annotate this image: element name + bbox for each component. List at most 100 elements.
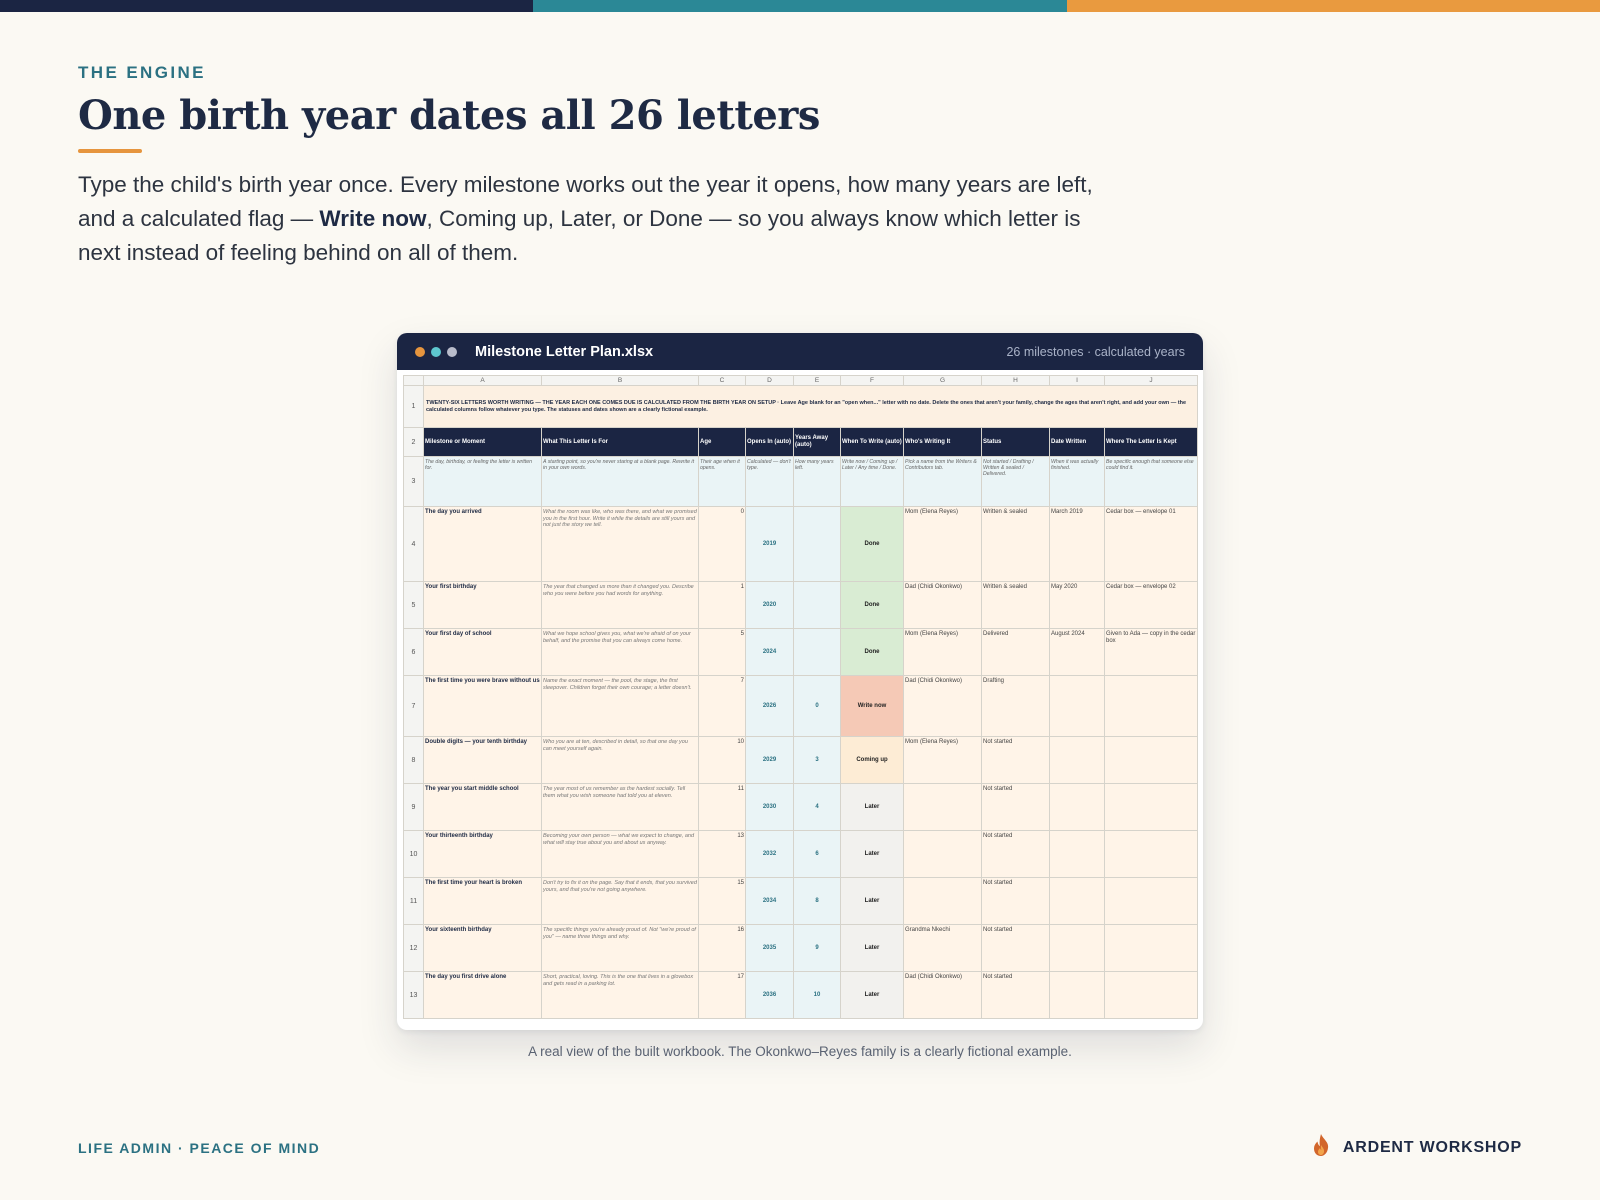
cell-status[interactable]: Not started <box>981 877 1050 925</box>
cell-date[interactable] <box>1049 924 1105 972</box>
cell-opens[interactable]: 2019 <box>745 506 794 582</box>
cell-age[interactable]: 15 <box>698 877 746 925</box>
cell-status[interactable]: Written & sealed <box>981 506 1050 582</box>
cell-age[interactable]: 11 <box>698 783 746 831</box>
cell-desc[interactable]: Who you are at ten, described in detail,… <box>541 736 699 784</box>
cell-who[interactable] <box>903 830 982 878</box>
row-number[interactable]: 10 <box>403 830 424 878</box>
cell-kept[interactable] <box>1104 736 1198 784</box>
cell-kept[interactable] <box>1104 971 1198 1019</box>
column-header[interactable]: H <box>981 375 1050 386</box>
row-number[interactable]: 2 <box>403 427 424 457</box>
cell-kept[interactable]: Given to Ada — copy in the cedar box <box>1104 628 1198 676</box>
cell-away[interactable]: 0 <box>793 675 841 737</box>
cell-date[interactable] <box>1049 675 1105 737</box>
row-number[interactable]: 8 <box>403 736 424 784</box>
cell-desc[interactable]: Name the exact moment — the pool, the st… <box>541 675 699 737</box>
cell-age[interactable]: 13 <box>698 830 746 878</box>
cell-date[interactable]: August 2024 <box>1049 628 1105 676</box>
row-number[interactable]: 6 <box>403 628 424 676</box>
cell-away[interactable] <box>793 628 841 676</box>
cell-desc[interactable]: Don't try to fix it on the page. Say tha… <box>541 877 699 925</box>
hint-cell[interactable]: Write now / Coming up / Later / Any time… <box>840 456 904 507</box>
header-cell[interactable]: What This Letter Is For <box>541 427 699 457</box>
cell-who[interactable] <box>903 877 982 925</box>
cell-name[interactable]: The day you arrived <box>423 506 542 582</box>
cell-away[interactable]: 6 <box>793 830 841 878</box>
cell-away[interactable]: 4 <box>793 783 841 831</box>
header-cell[interactable]: Milestone or Moment <box>423 427 542 457</box>
header-cell[interactable]: Status <box>981 427 1050 457</box>
hint-cell[interactable]: Not started / Drafting / Written & seale… <box>981 456 1050 507</box>
cell-date[interactable] <box>1049 736 1105 784</box>
cell-kept[interactable] <box>1104 924 1198 972</box>
cell-who[interactable]: Mom (Elena Reyes) <box>903 628 982 676</box>
cell-opens[interactable]: 2026 <box>745 675 794 737</box>
cell-age[interactable]: 5 <box>698 628 746 676</box>
hint-cell[interactable]: Pick a name from the Writers & Contribut… <box>903 456 982 507</box>
column-header[interactable]: D <box>745 375 794 386</box>
write-flag-cell[interactable]: Later <box>840 971 904 1019</box>
cell-who[interactable]: Dad (Chidi Okonkwo) <box>903 675 982 737</box>
row-number[interactable]: 7 <box>403 675 424 737</box>
row-number[interactable]: 4 <box>403 506 424 582</box>
write-flag-cell[interactable]: Coming up <box>840 736 904 784</box>
header-cell[interactable]: Opens In (auto) <box>745 427 794 457</box>
column-header[interactable]: C <box>698 375 746 386</box>
row-number[interactable]: 5 <box>403 581 424 629</box>
hint-cell[interactable]: Calculated — don't type. <box>745 456 794 507</box>
corner-cell[interactable] <box>403 375 424 386</box>
row-number[interactable]: 12 <box>403 924 424 972</box>
cell-kept[interactable] <box>1104 830 1198 878</box>
row-number[interactable]: 11 <box>403 877 424 925</box>
cell-status[interactable]: Delivered <box>981 628 1050 676</box>
header-cell[interactable]: Years Away (auto) <box>793 427 841 457</box>
window-dot-grey[interactable] <box>447 346 457 357</box>
hint-cell[interactable]: How many years left. <box>793 456 841 507</box>
column-header[interactable]: A <box>423 375 542 386</box>
cell-name[interactable]: The year you start middle school <box>423 783 542 831</box>
cell-away[interactable]: 9 <box>793 924 841 972</box>
cell-age[interactable]: 16 <box>698 924 746 972</box>
cell-kept[interactable]: Cedar box — envelope 02 <box>1104 581 1198 629</box>
hint-cell[interactable]: The day, birthday, or feeling the letter… <box>423 456 542 507</box>
cell-kept[interactable] <box>1104 783 1198 831</box>
cell-status[interactable]: Not started <box>981 736 1050 784</box>
write-flag-cell[interactable]: Done <box>840 581 904 629</box>
column-header[interactable]: E <box>793 375 841 386</box>
cell-status[interactable]: Not started <box>981 924 1050 972</box>
cell-away[interactable]: 3 <box>793 736 841 784</box>
cell-kept[interactable] <box>1104 877 1198 925</box>
cell-opens[interactable]: 2024 <box>745 628 794 676</box>
cell-desc[interactable]: Becoming your own person — what we expec… <box>541 830 699 878</box>
cell-age[interactable]: 10 <box>698 736 746 784</box>
header-cell[interactable]: Who's Writing It <box>903 427 982 457</box>
cell-opens[interactable]: 2036 <box>745 971 794 1019</box>
cell-desc[interactable]: What we hope school gives you, what we'r… <box>541 628 699 676</box>
window-dot-teal[interactable] <box>431 346 441 357</box>
banner-cell[interactable]: TWENTY-SIX LETTERS WORTH WRITING — THE Y… <box>423 385 1198 428</box>
cell-opens[interactable]: 2035 <box>745 924 794 972</box>
cell-opens[interactable]: 2020 <box>745 581 794 629</box>
cell-desc[interactable]: The year most of us remember as the hard… <box>541 783 699 831</box>
row-number[interactable]: 3 <box>403 456 424 507</box>
cell-name[interactable]: Your sixteenth birthday <box>423 924 542 972</box>
cell-desc[interactable]: The year that changed us more than it ch… <box>541 581 699 629</box>
row-number[interactable]: 1 <box>403 385 424 428</box>
row-number[interactable]: 9 <box>403 783 424 831</box>
cell-who[interactable] <box>903 783 982 831</box>
cell-who[interactable]: Dad (Chidi Okonkwo) <box>903 581 982 629</box>
write-flag-cell[interactable]: Later <box>840 783 904 831</box>
cell-name[interactable]: The first time you were brave without us <box>423 675 542 737</box>
cell-name[interactable]: The day you first drive alone <box>423 971 542 1019</box>
cell-date[interactable] <box>1049 877 1105 925</box>
header-cell[interactable]: Age <box>698 427 746 457</box>
column-header[interactable]: F <box>840 375 904 386</box>
cell-name[interactable]: Double digits — your tenth birthday <box>423 736 542 784</box>
cell-opens[interactable]: 2030 <box>745 783 794 831</box>
cell-kept[interactable]: Cedar box — envelope 01 <box>1104 506 1198 582</box>
write-flag-cell[interactable]: Done <box>840 506 904 582</box>
cell-date[interactable]: March 2019 <box>1049 506 1105 582</box>
cell-date[interactable] <box>1049 783 1105 831</box>
cell-age[interactable]: 0 <box>698 506 746 582</box>
